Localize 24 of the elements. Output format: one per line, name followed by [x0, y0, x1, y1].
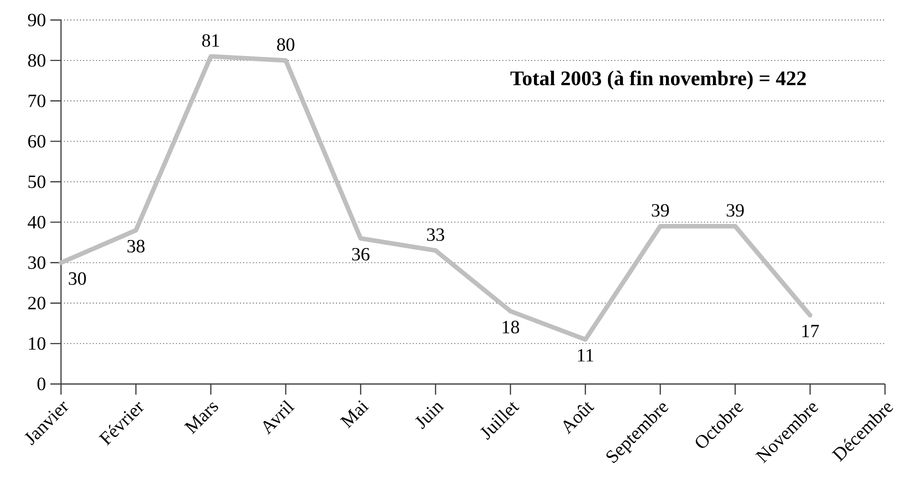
data-label: 38 [127, 240, 145, 253]
y-tick-label: 20 [28, 296, 46, 310]
y-tick-label: 0 [37, 378, 46, 390]
y-tick-label: 30 [28, 256, 46, 269]
annotation: Total 2003 (à fin novembre) = 422 [510, 70, 806, 90]
y-tick-label: 10 [29, 337, 46, 350]
data-label: 33 [427, 228, 444, 241]
x-tick-label: Mai [340, 400, 370, 428]
data-label: 30 [68, 272, 86, 285]
y-tick-label: 80 [28, 54, 46, 67]
data-label: 18 [502, 320, 520, 334]
data-label: 81 [202, 34, 220, 47]
data-label: 17 [802, 324, 819, 338]
y-tick-label: 40 [28, 216, 46, 229]
y-tick-label: 60 [28, 135, 46, 148]
data-label: 36 [352, 248, 370, 261]
y-tick-label: 90 [28, 14, 46, 26]
data-label: 11 [578, 349, 594, 362]
y-tick-label: 50 [28, 175, 46, 188]
data-label: 80 [277, 38, 294, 51]
x-tick-label: Juin [415, 403, 444, 430]
y-tick-label: 70 [28, 94, 46, 108]
data-label: 39 [652, 204, 669, 217]
data-label: 39 [726, 204, 744, 217]
